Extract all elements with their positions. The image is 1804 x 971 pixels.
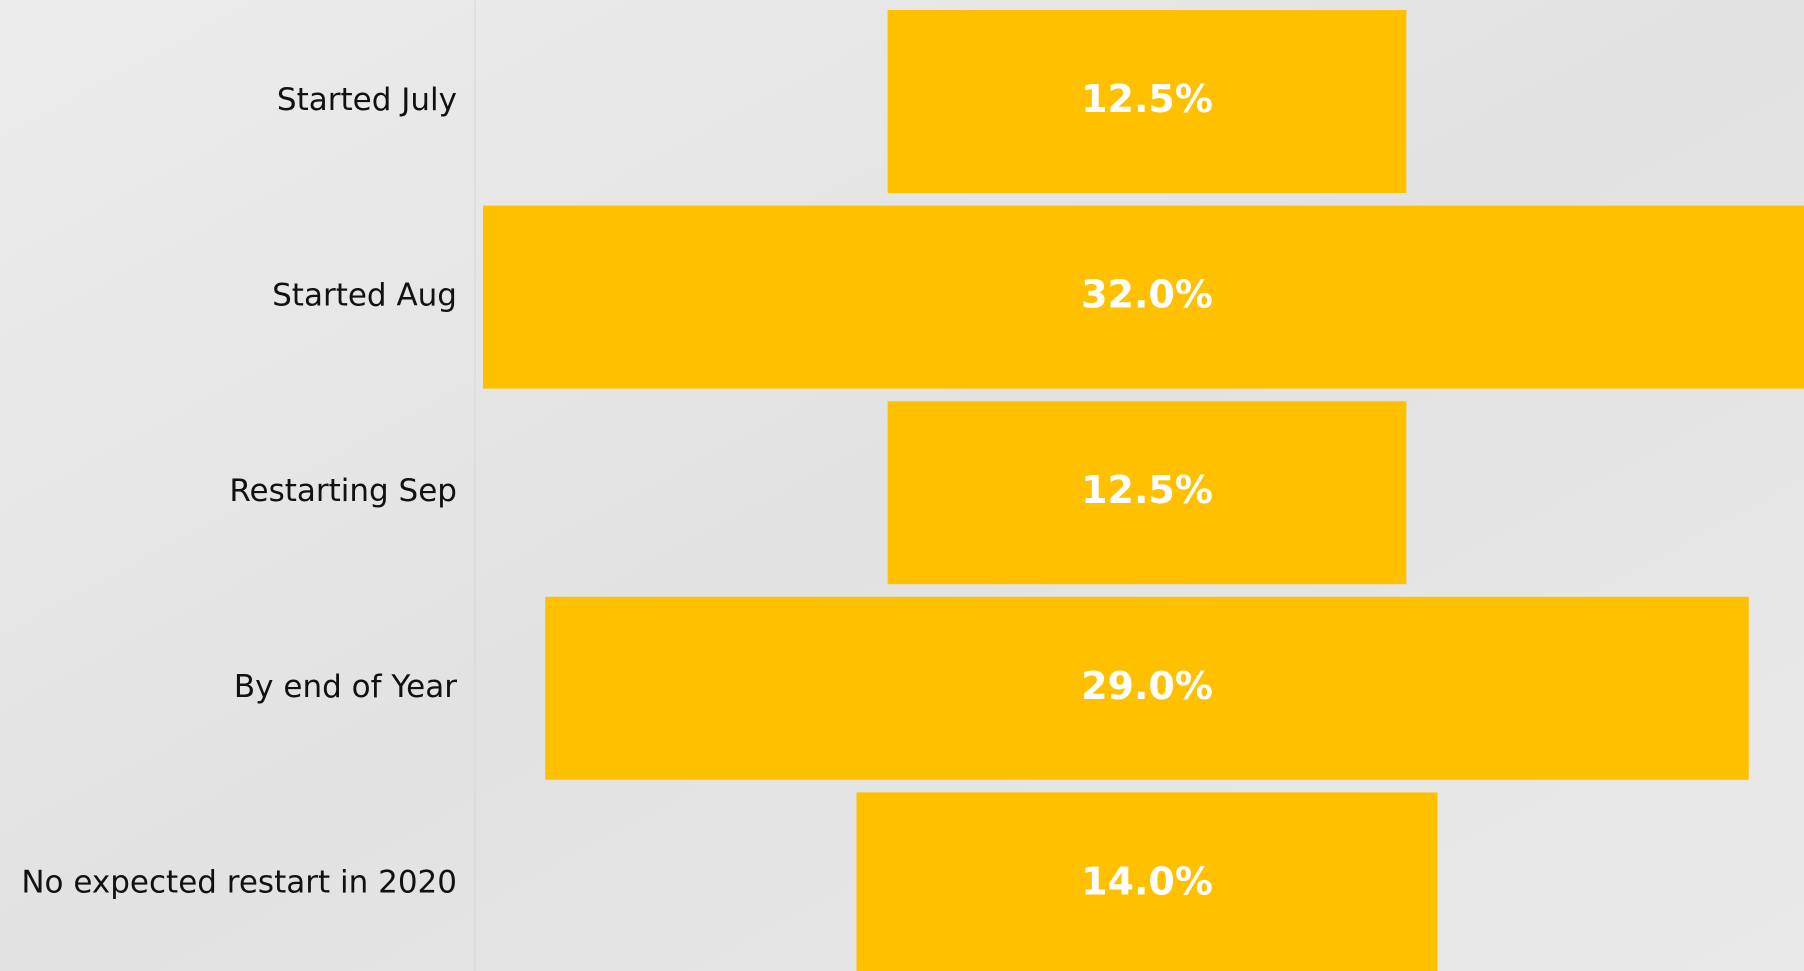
value-label: 12.5% xyxy=(1081,77,1213,121)
page: Started July 12.5% Started Aug 32.0% Restart… xyxy=(0,0,1804,971)
category-label: Started Aug xyxy=(272,278,457,314)
category-label: By end of Year xyxy=(234,669,457,705)
value-label: 29.0% xyxy=(1081,664,1213,708)
chart: Started July 12.5% Started Aug 32.0% Restart… xyxy=(0,0,1804,971)
category-label: No expected restart in 2020 xyxy=(21,864,457,900)
category-label: Started July xyxy=(277,82,457,118)
value-label: 12.5% xyxy=(1081,468,1213,512)
category-label: Restarting Sep xyxy=(229,473,457,509)
value-label: 32.0% xyxy=(1081,273,1213,317)
value-label: 14.0% xyxy=(1081,859,1213,903)
